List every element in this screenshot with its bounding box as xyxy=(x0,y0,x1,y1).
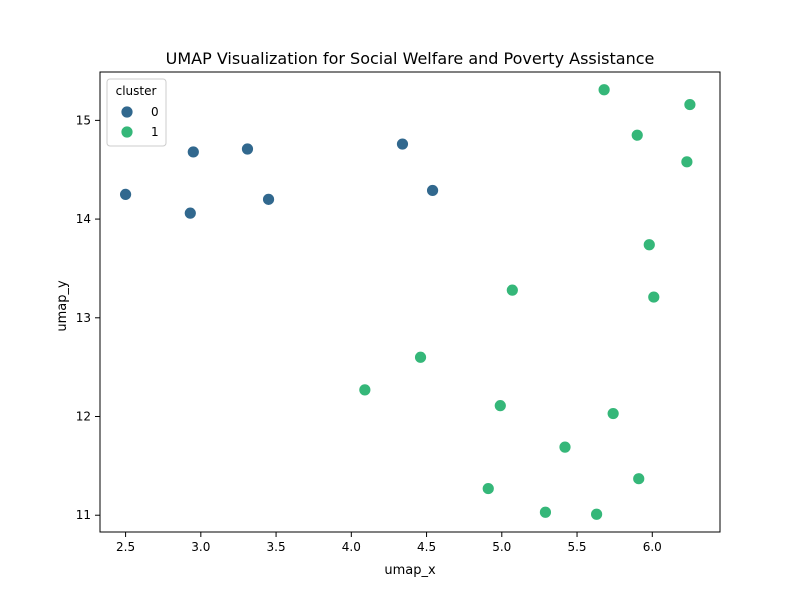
chart-title: UMAP Visualization for Social Welfare an… xyxy=(166,49,655,68)
scatter-point-cluster-0 xyxy=(426,184,439,197)
y-tick-label: 11 xyxy=(76,508,91,522)
x-tick-label: 5.0 xyxy=(492,540,511,554)
legend-label-cluster-0: 0 xyxy=(151,105,159,119)
scatter-point-cluster-1 xyxy=(505,283,519,297)
scatter-point-cluster-0 xyxy=(119,188,132,201)
scatter-point-cluster-0 xyxy=(396,137,409,151)
scatter-point-cluster-1 xyxy=(539,505,552,519)
y-tick-label: 13 xyxy=(76,311,91,325)
scatter-point-cluster-1 xyxy=(481,482,495,495)
x-axis-label: umap_x xyxy=(384,563,436,578)
scatter-point-cluster-1 xyxy=(683,98,697,111)
scatter-point-cluster-1 xyxy=(680,155,694,169)
plot-frame xyxy=(99,71,721,533)
legend: cluster 0 1 xyxy=(106,78,167,147)
scatter-point-cluster-1 xyxy=(493,399,507,413)
scatter-point-cluster-1 xyxy=(630,128,644,142)
x-tick-label: 3.5 xyxy=(267,540,286,554)
y-tick-label: 15 xyxy=(76,113,91,127)
legend-marker-cluster-1 xyxy=(120,125,134,139)
legend-label-cluster-1: 1 xyxy=(151,125,159,139)
scatter-point-cluster-0 xyxy=(241,142,254,156)
scatter-point-cluster-1 xyxy=(558,440,572,454)
scatter-point-cluster-0 xyxy=(183,206,197,220)
legend-title: cluster xyxy=(116,84,157,98)
scatter-point-cluster-1 xyxy=(597,83,611,97)
y-tick-label: 12 xyxy=(76,410,91,424)
scatter-point-cluster-1 xyxy=(358,383,372,397)
y-tick-label: 14 xyxy=(76,212,91,226)
plot-area: 2.5 3.0 3.5 4.0 4.5 5.0 5.5 6.0 11 12 13 14 15 xyxy=(76,71,721,554)
x-tick-label: 5.5 xyxy=(567,540,586,554)
x-tick-label: 2.5 xyxy=(116,540,135,554)
scatter-point-cluster-0 xyxy=(186,145,200,159)
scatter-point-cluster-1 xyxy=(414,350,427,364)
scatter-point-cluster-1 xyxy=(590,507,604,521)
scatter-point-cluster-0 xyxy=(262,192,275,206)
scatter-point-cluster-1 xyxy=(606,407,620,420)
x-tick-label: 4.0 xyxy=(342,540,361,554)
scatter-point-cluster-1 xyxy=(642,238,656,252)
x-tick-label: 6.0 xyxy=(643,540,662,554)
y-axis-label: umap_y xyxy=(55,280,70,332)
legend-marker-cluster-0 xyxy=(120,105,134,119)
scatter-point-cluster-1 xyxy=(632,472,646,486)
x-tick-label: 4.5 xyxy=(417,540,436,554)
x-tick-label: 3.0 xyxy=(191,540,210,554)
scatter-point-cluster-1 xyxy=(647,290,661,304)
